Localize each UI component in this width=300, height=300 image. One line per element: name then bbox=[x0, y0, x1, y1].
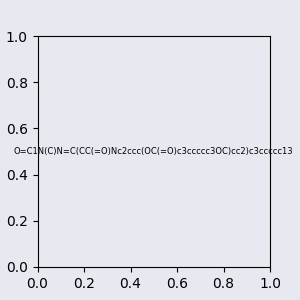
Text: O=C1N(C)N=C(CC(=O)Nc2ccc(OC(=O)c3ccccc3OC)cc2)c3ccccc13: O=C1N(C)N=C(CC(=O)Nc2ccc(OC(=O)c3ccccc3O… bbox=[14, 147, 294, 156]
